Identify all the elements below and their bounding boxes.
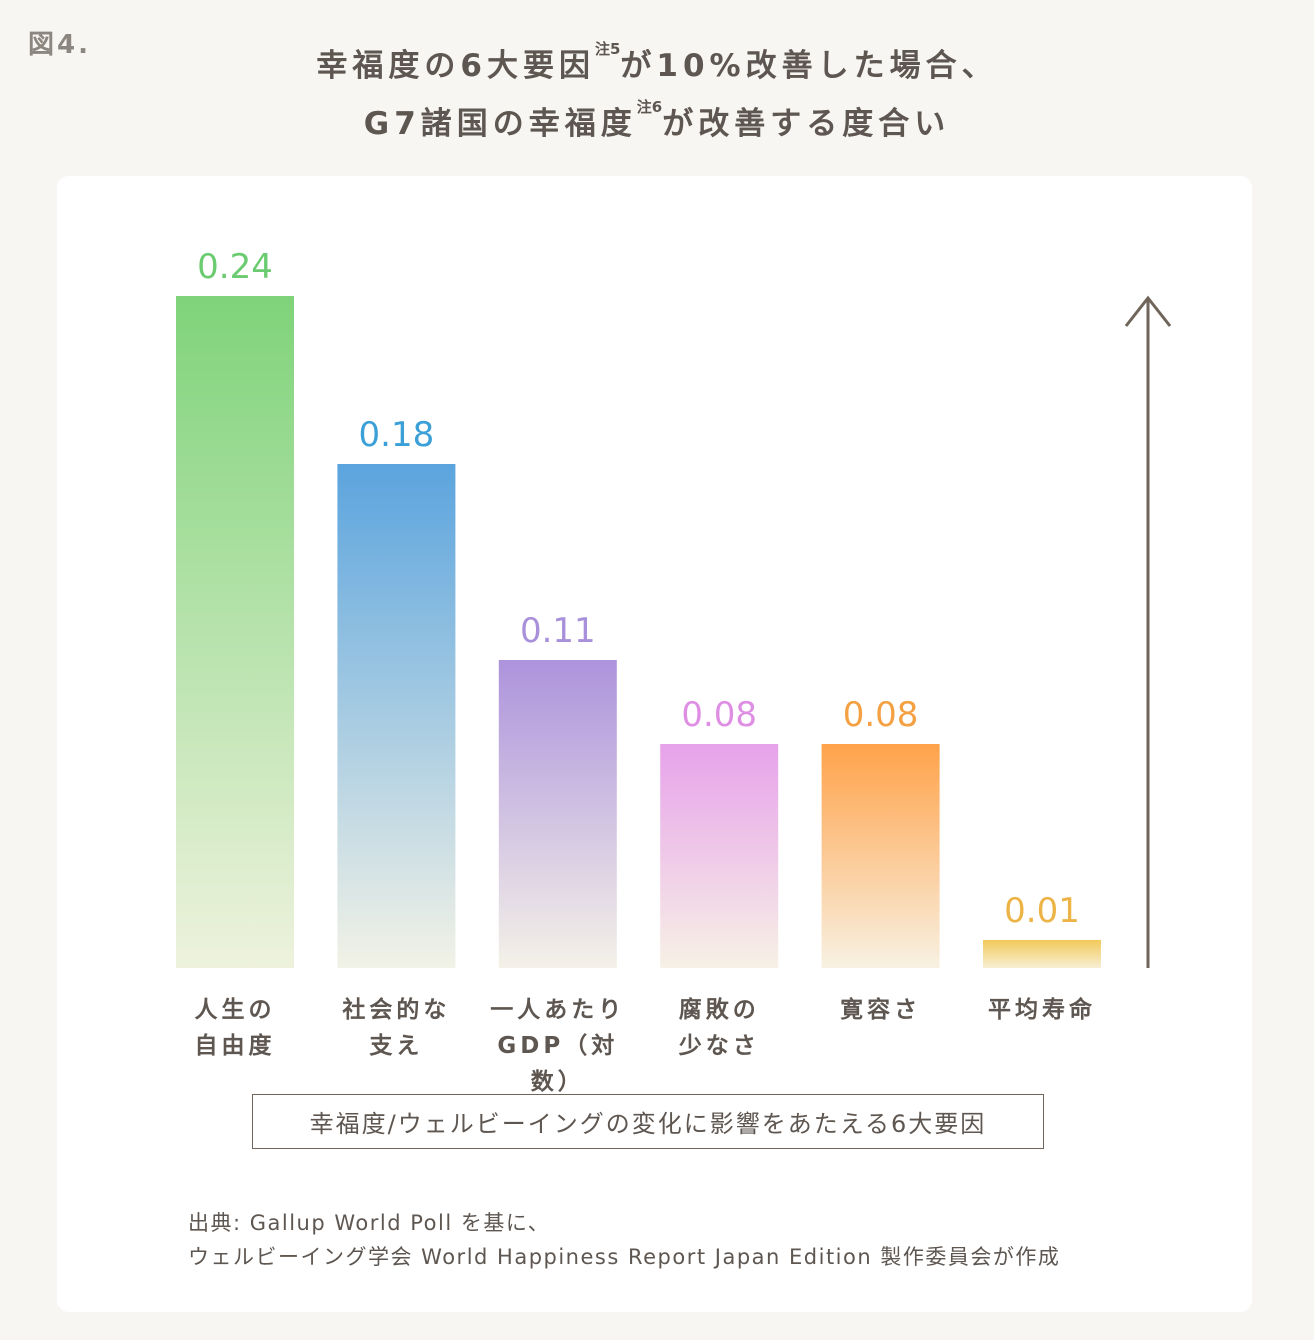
chart-title-line-1: 幸福度の6大要因注5が10%改善した場合、	[0, 40, 1314, 85]
increase-arrow	[1124, 295, 1172, 968]
title-text: 幸福度の6大要因	[316, 48, 595, 84]
category-label-line: 一人あたり	[490, 997, 626, 1023]
legend-box: 幸福度/ウェルビーイングの変化に影響をあたえる6大要因	[252, 1094, 1044, 1149]
footnote-ref: 注6	[636, 98, 663, 116]
source-line-1: 出典: Gallup World Poll を基に、	[188, 1211, 551, 1235]
title-text: G7諸国の幸福度	[363, 106, 637, 142]
footnote-ref: 注5	[594, 40, 621, 58]
bar	[821, 744, 940, 968]
title-text: が10%改善した場合、	[620, 48, 998, 84]
category-label: 腐敗の 少なさ	[639, 992, 799, 1064]
category-label-line: 平均寿命	[988, 997, 1096, 1023]
category-label-line: 支え	[369, 1033, 424, 1059]
figure-label: 図4.	[28, 30, 91, 60]
legend-text: 幸福度/ウェルビーイングの変化に影響をあたえる6大要因	[309, 1110, 987, 1138]
chart-title-line-2: G7諸国の幸福度注6が改善する度合い	[0, 98, 1314, 143]
category-label-line: 腐敗の	[678, 997, 760, 1023]
bar	[660, 744, 779, 968]
bar	[337, 464, 456, 968]
category-label: 社会的な 支え	[316, 992, 476, 1064]
category-label-line: 人生の	[194, 997, 276, 1023]
value-label: 0.11	[520, 611, 596, 651]
category-label: 寛容さ	[801, 992, 961, 1028]
category-label-line: 自由度	[194, 1033, 276, 1059]
value-label: 0.01	[1004, 891, 1080, 931]
category-label: 平均寿命	[962, 992, 1122, 1028]
category-label: 人生の 自由度	[155, 992, 315, 1064]
bar	[498, 660, 617, 968]
category-label: 一人あたり GDP（対数）	[478, 992, 638, 1100]
category-label-line: GDP（対数）	[497, 1033, 619, 1095]
source-line-2: ウェルビーイング学会 World Happiness Report Japan …	[188, 1245, 1061, 1269]
value-label: 0.24	[197, 247, 273, 287]
bar	[983, 940, 1101, 968]
source-note: 出典: Gallup World Poll を基に、 ウェルビーイング学会 Wo…	[188, 1206, 1060, 1274]
category-label-line: 少なさ	[678, 1033, 760, 1059]
value-label: 0.08	[843, 695, 919, 735]
bar-chart: 0.24 0.18 0.11 0.08 0.08 0.01	[176, 247, 1172, 968]
bar	[176, 296, 294, 968]
value-label: 0.08	[681, 695, 757, 735]
category-label-line: 寛容さ	[840, 997, 922, 1023]
category-label-line: 社会的な	[342, 997, 451, 1023]
arrow-head-icon	[1124, 295, 1172, 327]
title-text: が改善する度合い	[662, 106, 951, 142]
chart-card: 0.24 0.18 0.11 0.08 0.08 0.01 人生の 自由度 社会的な 支え 一人あ…	[57, 176, 1252, 1312]
value-label: 0.18	[359, 415, 435, 455]
